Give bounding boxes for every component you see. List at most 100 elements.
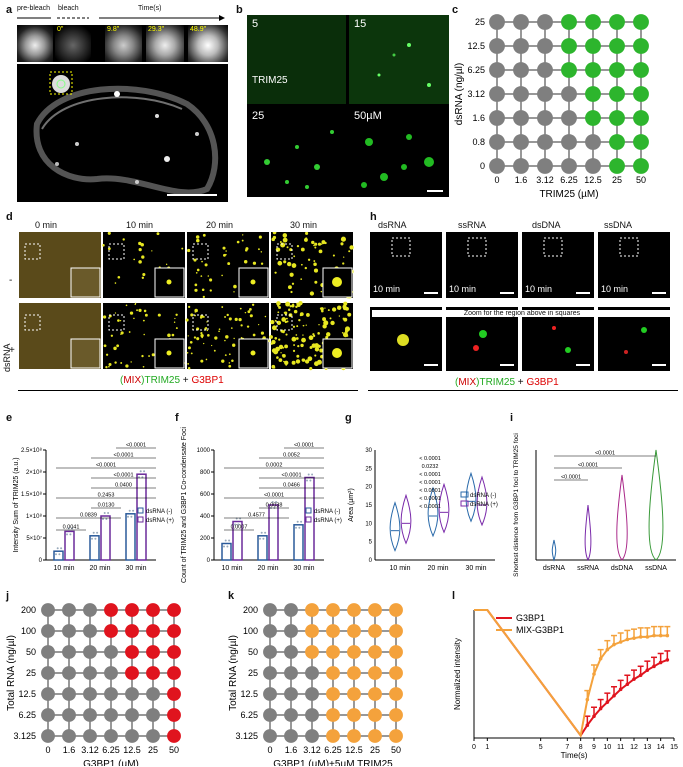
condensate-dot <box>633 134 649 150</box>
d-focus <box>296 244 300 248</box>
d-focus <box>283 260 287 264</box>
d-focus <box>223 253 226 257</box>
condensate-dot <box>326 603 340 617</box>
x-tick-label: 13 <box>643 744 651 751</box>
d-focus <box>133 317 135 320</box>
x-tick-label: 8 <box>579 744 583 751</box>
no-condensate-dot <box>263 603 277 617</box>
y-tick-label: 2×10⁸ <box>26 469 43 476</box>
data-point <box>298 526 301 529</box>
no-condensate-dot <box>62 645 76 659</box>
bar <box>293 524 304 561</box>
condensate-dot <box>326 687 340 701</box>
y-tick-label: 25 <box>26 668 36 678</box>
b-image-5: 5 TRIM25 <box>247 15 346 104</box>
d-focus <box>344 326 351 332</box>
d-focus <box>151 250 153 252</box>
d-focus <box>114 312 117 314</box>
d-focus <box>200 359 204 363</box>
data-point <box>96 531 99 534</box>
d-focus <box>242 234 244 236</box>
d-focus <box>129 311 134 315</box>
a-cell-image <box>17 64 228 202</box>
no-condensate-dot <box>305 729 319 743</box>
d-focus <box>138 308 142 312</box>
b-foci-50 <box>361 134 443 192</box>
bar <box>304 476 315 561</box>
no-condensate-dot <box>83 624 97 638</box>
data-point <box>598 656 603 661</box>
p-value: < 0.0001 <box>419 480 441 486</box>
d-inset-focus <box>166 350 172 356</box>
d-focus <box>174 317 176 320</box>
violin <box>616 474 628 561</box>
d-focus <box>202 315 205 318</box>
data-point <box>262 537 265 540</box>
d-focus <box>342 317 345 320</box>
d-focus <box>278 306 281 309</box>
d-focus <box>292 303 295 306</box>
x-tick-label: 0 <box>45 745 50 755</box>
no-condensate-dot <box>537 86 553 102</box>
y-tick-label: 50 <box>26 647 36 657</box>
condensate-dot <box>389 603 403 617</box>
data-point <box>665 633 670 638</box>
legend-swatch <box>137 507 144 514</box>
no-condensate-dot <box>305 666 319 680</box>
d-focus <box>346 334 349 337</box>
data-point <box>306 479 308 482</box>
d-focus <box>151 353 155 357</box>
d-focus <box>201 260 203 263</box>
no-condensate-dot <box>263 645 277 659</box>
d-focus <box>207 334 210 337</box>
d-focus <box>200 333 204 338</box>
p-value: 0.0007 <box>231 525 248 531</box>
d-focus <box>299 312 304 317</box>
d-focus <box>279 241 282 243</box>
condensate-dot <box>368 645 382 659</box>
no-condensate-dot <box>305 708 319 722</box>
condensate-dot <box>633 110 649 126</box>
x-tick-label: 1.6 <box>515 175 528 185</box>
d-focus <box>221 359 225 363</box>
d-focus <box>167 333 171 337</box>
panel-label-d: d <box>6 211 13 223</box>
d-focus <box>304 359 310 364</box>
d-focus <box>233 337 235 340</box>
d-focus <box>291 282 295 285</box>
condensate-dot <box>167 645 181 659</box>
d-focus <box>243 260 248 264</box>
data-point <box>592 714 596 719</box>
d-focus <box>272 235 277 240</box>
x-tick-label: 10 min <box>389 565 410 572</box>
d-focus <box>260 262 264 265</box>
d-focus <box>136 309 138 312</box>
d-microscopy-grid <box>19 232 354 371</box>
p-value: 0.0232 <box>422 464 439 470</box>
d-focus <box>156 232 160 236</box>
d-focus <box>271 364 276 369</box>
condensate-dot <box>585 14 601 30</box>
no-condensate-dot <box>284 666 298 680</box>
d-focus <box>317 242 322 246</box>
y-tick-label: 200 <box>200 536 211 542</box>
d-focus <box>291 263 297 268</box>
d-focus <box>275 247 281 252</box>
condensate-dot <box>561 38 577 54</box>
y-axis-label: Total RNA (ng/µl) <box>6 635 17 711</box>
condensate-dot <box>326 624 340 638</box>
d-focus <box>228 353 231 356</box>
a-frame-2: 29.3" <box>146 25 184 62</box>
d-focus <box>232 343 236 347</box>
x-tick-label: 14 <box>657 744 665 751</box>
y-tick-label: 12.5 <box>240 689 258 699</box>
violin <box>427 486 439 538</box>
d-focus <box>305 324 307 326</box>
condensate-dot <box>368 687 382 701</box>
d-focus <box>114 361 117 364</box>
d-focus <box>196 337 200 341</box>
d-focus <box>325 332 331 337</box>
p-value: <0.0001 <box>113 473 133 479</box>
condensate-dot <box>368 603 382 617</box>
